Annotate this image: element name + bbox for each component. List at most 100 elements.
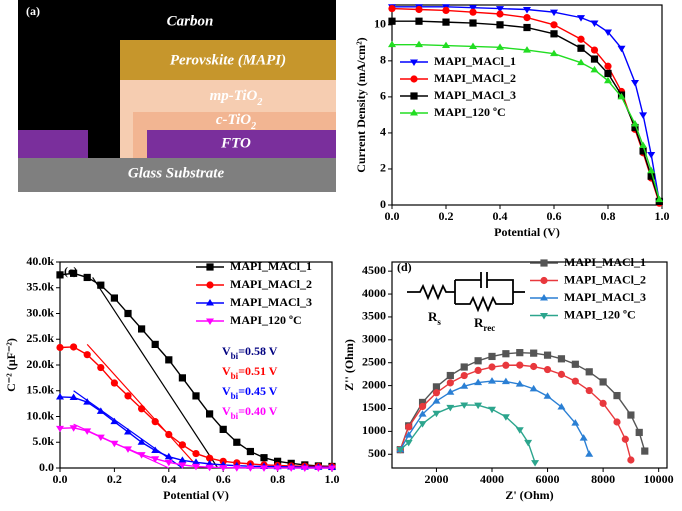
annotation-sub: bi	[231, 411, 239, 421]
marker	[590, 20, 599, 27]
legend-marker	[206, 299, 214, 306]
legend-label: MAPI_120 ºC	[564, 307, 636, 321]
marker	[388, 40, 396, 48]
legend-marker	[206, 318, 214, 325]
y-tick-label: 25.0k	[26, 331, 54, 345]
legend-marker	[410, 75, 418, 83]
marker	[446, 388, 455, 395]
annotation-sub: bi	[231, 371, 239, 381]
series-line	[399, 380, 590, 455]
marker	[488, 363, 496, 371]
marker	[530, 362, 538, 371]
marker	[496, 21, 504, 29]
layer-label-text: mp-TiO	[210, 88, 258, 104]
annotation-rest: =0.58 V	[238, 344, 278, 358]
marker	[219, 465, 228, 472]
marker	[206, 410, 214, 418]
marker	[488, 377, 496, 384]
legend-label: MAPI_MACl_3	[434, 88, 516, 102]
annotation-sub: bi	[231, 351, 239, 361]
marker	[550, 21, 558, 29]
marker	[604, 69, 612, 78]
y-tick-label: 3000	[362, 332, 386, 346]
marker	[83, 351, 91, 359]
marker	[415, 5, 423, 14]
marker	[137, 438, 146, 445]
marker	[415, 17, 423, 25]
y-tick-label: 1500	[362, 400, 386, 414]
marker	[627, 411, 635, 419]
y-tick-label: 500	[368, 446, 386, 460]
marker	[232, 465, 241, 472]
x-tick-label: 1.0	[655, 209, 670, 223]
marker	[571, 377, 579, 385]
marker	[405, 423, 413, 431]
marker	[543, 392, 552, 399]
marker	[577, 58, 585, 66]
y-tick-label: 6	[380, 89, 386, 103]
marker	[432, 383, 441, 391]
legend-label: MAPI_MACl_2	[564, 272, 646, 286]
marker	[524, 439, 533, 447]
series-line	[391, 7, 660, 204]
marker	[151, 340, 159, 348]
panel-label: (d)	[397, 260, 412, 274]
marker	[205, 464, 214, 472]
marker	[273, 465, 282, 472]
marker	[178, 374, 186, 382]
marker	[56, 425, 64, 433]
x-axis-title: Potential (V)	[494, 225, 560, 239]
marker	[70, 269, 78, 277]
series-line	[399, 404, 536, 463]
series-line	[392, 43, 660, 200]
annotation-rest: =0.45 V	[238, 384, 278, 398]
marker	[474, 378, 483, 386]
y-tick-label: 10	[374, 17, 386, 31]
x-tick-label: 0.6	[216, 472, 231, 486]
marker	[635, 428, 643, 437]
marker	[474, 366, 482, 375]
marker	[474, 402, 483, 410]
x-tick-label: 0.8	[270, 472, 285, 486]
marker	[590, 65, 599, 73]
x-tick-label: 0.2	[107, 472, 122, 486]
circuit-label: Rrec	[474, 315, 495, 333]
y-tick-label: 2000	[362, 377, 386, 391]
marker	[151, 418, 159, 426]
legend-label: MAPI_MACl_2	[434, 71, 516, 85]
marker	[164, 459, 173, 467]
legend-marker	[540, 312, 548, 320]
marker	[543, 365, 552, 374]
marker	[164, 452, 173, 460]
y-axis-title: Z'' (Ohm)	[342, 339, 356, 391]
marker	[192, 392, 200, 400]
legend-label: MAPI_MACl_1	[564, 255, 646, 269]
marker	[647, 166, 656, 174]
marker	[599, 399, 607, 407]
marker	[502, 361, 510, 369]
glass-layer	[18, 158, 336, 192]
layer-label: Glass Substrate	[128, 165, 225, 181]
marker	[585, 450, 594, 457]
marker	[617, 92, 626, 100]
marker	[523, 14, 531, 22]
marker	[69, 393, 78, 400]
layer-label-sub: 2	[250, 121, 256, 132]
marker	[151, 456, 160, 463]
marker	[83, 428, 92, 435]
marker	[418, 402, 427, 411]
x-tick-label: 0.2	[439, 209, 454, 223]
marker	[138, 325, 146, 333]
marker	[404, 431, 413, 438]
marker	[530, 349, 538, 357]
marker	[460, 402, 469, 409]
marker	[442, 6, 450, 15]
marker	[110, 417, 119, 425]
legend-marker	[410, 109, 418, 116]
marker	[523, 6, 531, 14]
legend-marker	[540, 259, 548, 267]
marker	[219, 425, 227, 433]
fto-layer	[147, 130, 336, 158]
y-tick-label: 8	[380, 53, 386, 67]
